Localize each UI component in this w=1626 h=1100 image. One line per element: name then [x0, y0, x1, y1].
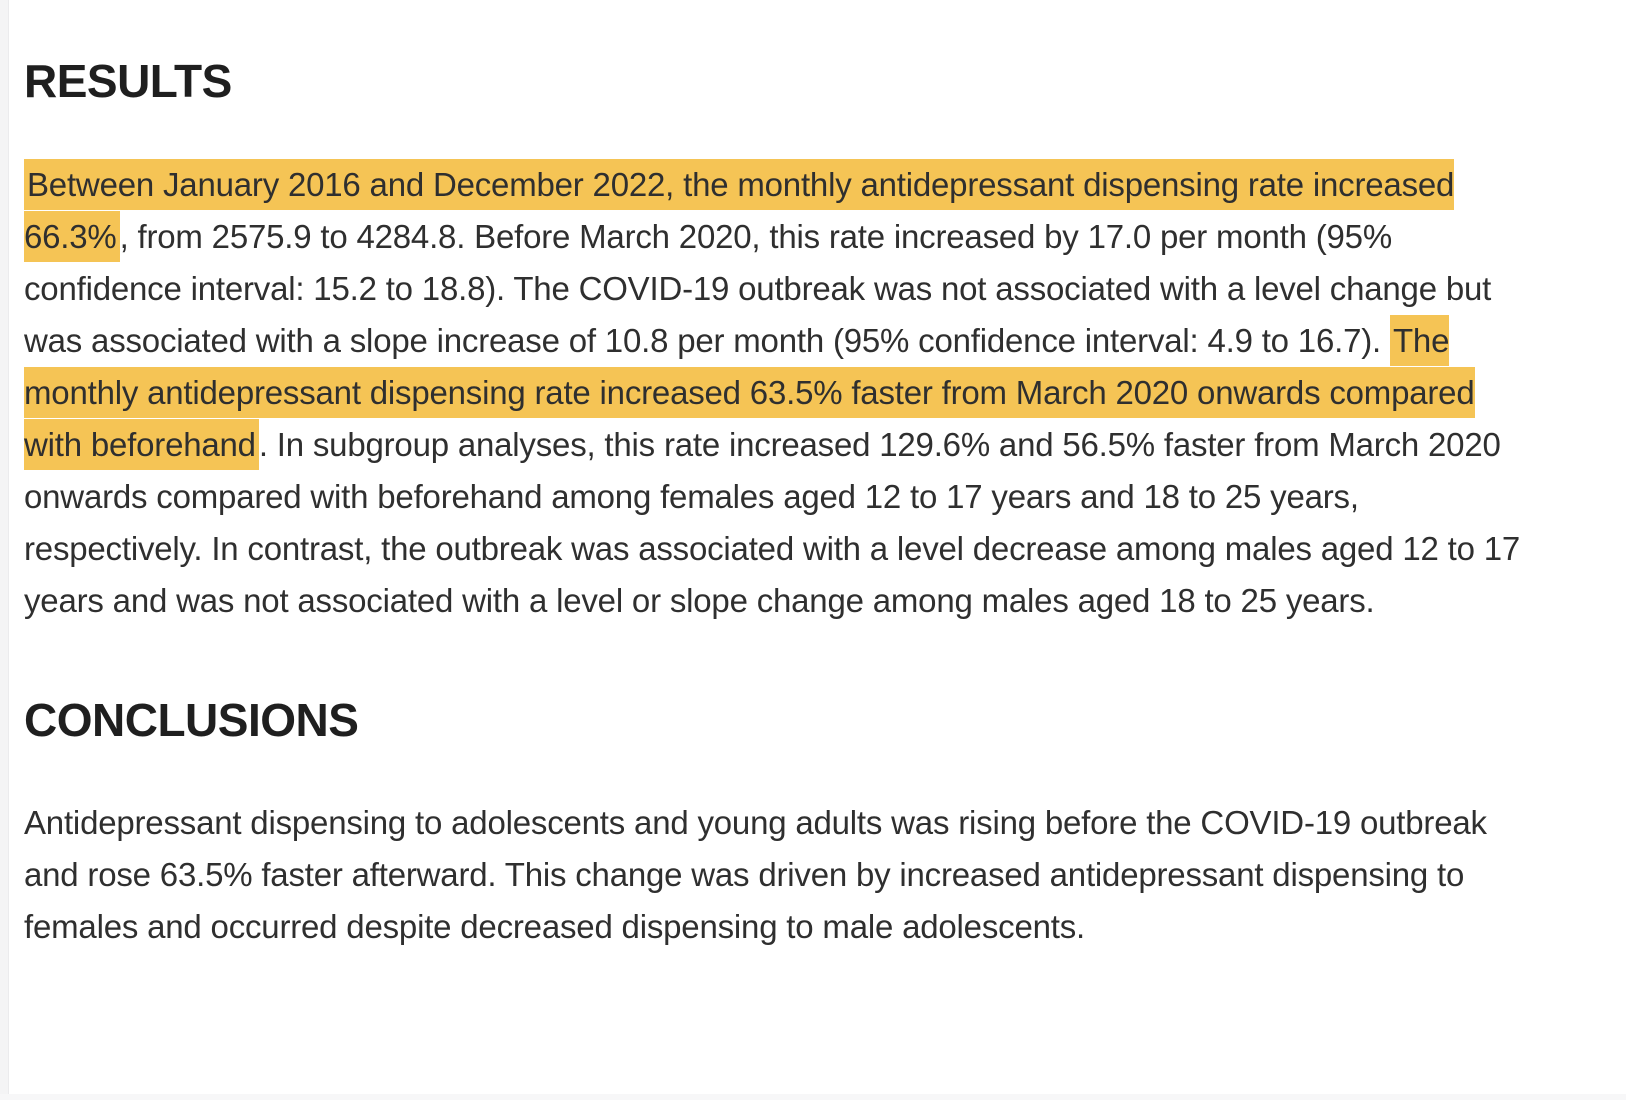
- page-edge-left: [0, 0, 9, 1100]
- text-segment: Antidepressant dispensing to adolescents…: [24, 804, 1487, 946]
- results-paragraph: Between January 2016 and December 2022, …: [24, 158, 1536, 627]
- text-segment: . In subgroup analyses, this rate increa…: [24, 425, 1521, 619]
- conclusions-heading: CONCLUSIONS: [24, 693, 359, 746]
- text-segment: , from 2575.9 to 4284.8. Before March 20…: [24, 217, 1492, 359]
- results-section: RESULTS Between January 2016 and Decembe…: [24, 56, 1536, 627]
- results-heading: RESULTS: [24, 55, 232, 107]
- conclusions-paragraph: Antidepressant dispensing to adolescents…: [24, 797, 1536, 953]
- page-edge-bottom: [0, 1094, 1626, 1100]
- abstract-page: RESULTS Between January 2016 and Decembe…: [24, 56, 1536, 953]
- conclusions-section: CONCLUSIONS Antidepressant dispensing to…: [24, 693, 1536, 954]
